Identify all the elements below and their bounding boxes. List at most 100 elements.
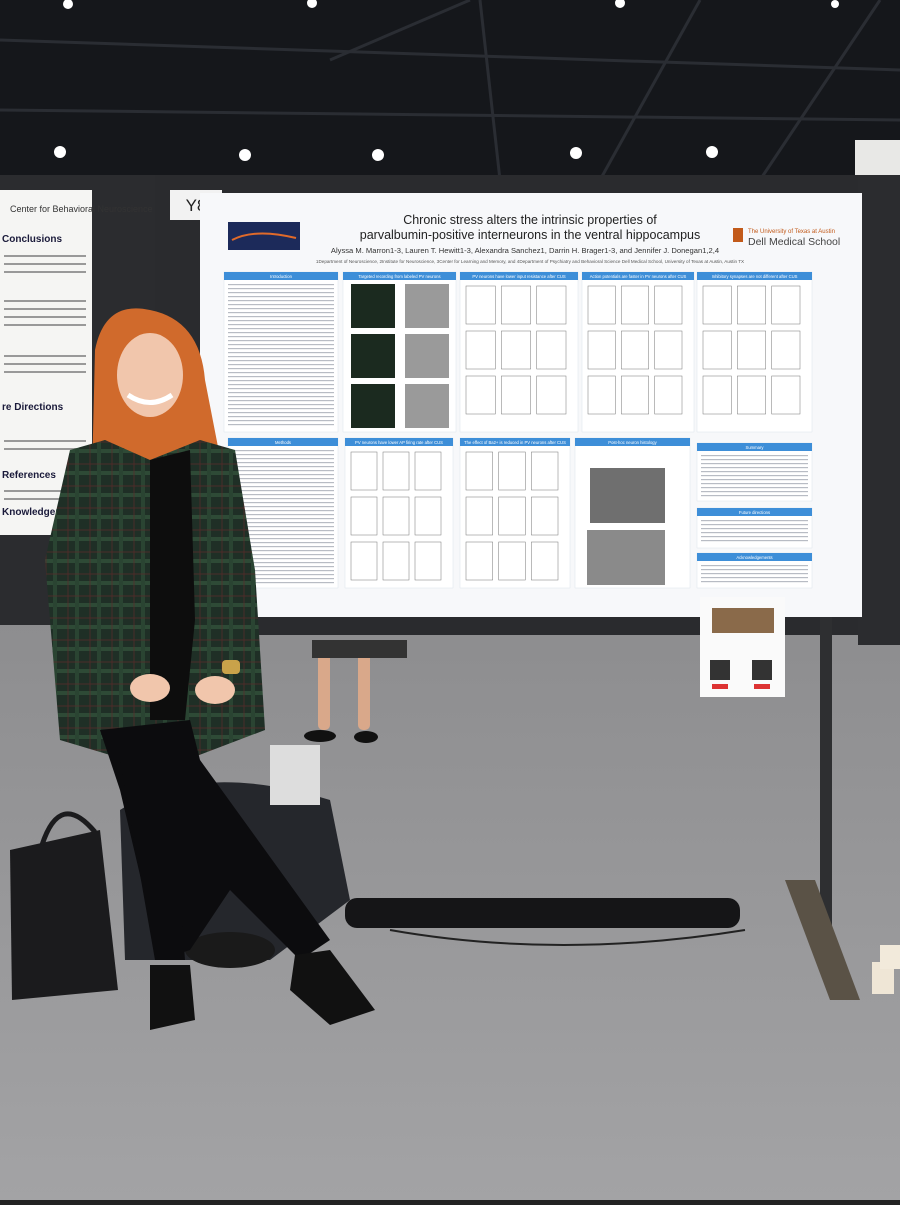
figure-plot — [587, 375, 616, 415]
figure-plot — [737, 330, 766, 370]
histology-image — [590, 468, 665, 523]
poster-text-line — [232, 550, 334, 552]
poster-text-line — [232, 510, 334, 512]
poster-panel-header — [697, 272, 812, 280]
poster-text-line — [232, 474, 334, 476]
micrograph — [351, 284, 395, 328]
poster-text-line — [701, 581, 808, 583]
poster-text-line — [228, 372, 334, 374]
qr-button — [712, 684, 728, 689]
qr-code — [752, 660, 772, 680]
poster-text-line — [228, 324, 334, 326]
poster-text-line — [232, 454, 334, 456]
left-poster-heading: Knowledgements — [2, 507, 85, 518]
left-poster-heading: Conclusions — [2, 234, 62, 245]
poster-text-line — [232, 534, 334, 536]
poster-text-line — [232, 514, 334, 516]
poster-text-line — [232, 526, 334, 528]
poster-text-line — [701, 524, 808, 526]
figure-plot — [465, 375, 496, 415]
poster-text-line — [228, 364, 334, 366]
tote-bag — [10, 830, 118, 1000]
left-poster-heading: re Directions — [2, 402, 64, 413]
poster-text-line — [701, 483, 808, 485]
poster-text-line — [228, 416, 334, 418]
poster-text-line — [228, 392, 334, 394]
poster-text-line — [701, 487, 808, 489]
poster-panel-title: The effect of Ba2+ is reduced in PV neur… — [464, 440, 566, 445]
figure-plot — [531, 541, 559, 581]
poster-panel-header — [582, 272, 694, 280]
figure-plot — [536, 375, 567, 415]
poster-tube — [345, 898, 740, 928]
poster-text-line — [232, 470, 334, 472]
figure-plot — [621, 375, 649, 415]
poster-text-line — [228, 328, 334, 330]
poster-text-line — [228, 424, 334, 426]
poster-panel-title: PV neurons have lower input resistance a… — [472, 274, 566, 279]
poster-text-line — [228, 288, 334, 290]
figure-plot — [465, 541, 493, 581]
poster-panel-header — [224, 272, 338, 280]
poster-text-line — [232, 570, 334, 572]
poster-text-line — [701, 520, 808, 522]
poster-title: parvalbumin-positive interneurons in the… — [360, 228, 700, 242]
figure-plot — [382, 541, 410, 581]
poster-text-line — [232, 466, 334, 468]
poster-text-line — [701, 471, 808, 473]
figure-plot — [531, 451, 559, 491]
poster-text-line — [228, 296, 334, 298]
qr-code — [710, 660, 730, 680]
poster-text-line — [701, 467, 808, 469]
poster-text-line — [228, 408, 334, 410]
poster-panel — [459, 271, 579, 433]
paper-bag — [270, 745, 320, 805]
poster-text-line — [228, 308, 334, 310]
figure-plot — [350, 451, 378, 491]
poster-panel-header — [345, 438, 453, 446]
poster-text-line — [701, 536, 808, 538]
poster-text-line — [228, 340, 334, 342]
figure-plot — [465, 330, 496, 370]
poster-text-line — [232, 450, 334, 452]
poster-text-line — [228, 284, 334, 286]
poster-panel-title: PV neurons have lower AP firing rate aft… — [355, 440, 443, 445]
poster-text-line — [228, 384, 334, 386]
poster-text-line — [701, 455, 808, 457]
poster-text-line — [228, 420, 334, 422]
poster-text-line — [232, 518, 334, 520]
poster-authors: Alyssa M. Marron1-3, Lauren T. Hewitt1-3… — [331, 246, 719, 255]
poster-text-line — [228, 352, 334, 354]
poster-text-line — [228, 316, 334, 318]
poster-text-line — [232, 486, 334, 488]
poster-panel-title: Targeted recording from labeled PV neuro… — [358, 274, 440, 279]
figure-plot — [350, 496, 378, 536]
poster-text-line — [228, 380, 334, 382]
figure-plot — [498, 496, 526, 536]
figure-plot — [501, 375, 531, 415]
passerby-skirt — [312, 640, 407, 658]
poster-text-line — [228, 360, 334, 362]
poster-text-line — [232, 542, 334, 544]
poster-text-line — [228, 300, 334, 302]
figure-plot — [654, 375, 683, 415]
figure-plot — [536, 285, 567, 325]
ceiling-truss — [0, 0, 900, 181]
figure-plot — [702, 285, 732, 325]
figure-plot — [771, 330, 801, 370]
poster-panel-header — [228, 438, 338, 446]
poster-text-line — [232, 478, 334, 480]
poster-panel-title: Post-hoc neuron histology — [608, 440, 657, 445]
figure-plot — [501, 330, 531, 370]
figure-plot — [702, 330, 732, 370]
figure-plot — [654, 285, 683, 325]
poster-panel — [344, 437, 454, 589]
poster-text-line — [232, 538, 334, 540]
histology-image — [587, 530, 665, 585]
poster-text-line — [701, 573, 808, 575]
figure-plot — [382, 496, 410, 536]
poster-panel — [696, 271, 813, 433]
poster-panel-header — [575, 438, 690, 446]
figure-plot — [414, 541, 442, 581]
poster-text-line — [228, 332, 334, 334]
